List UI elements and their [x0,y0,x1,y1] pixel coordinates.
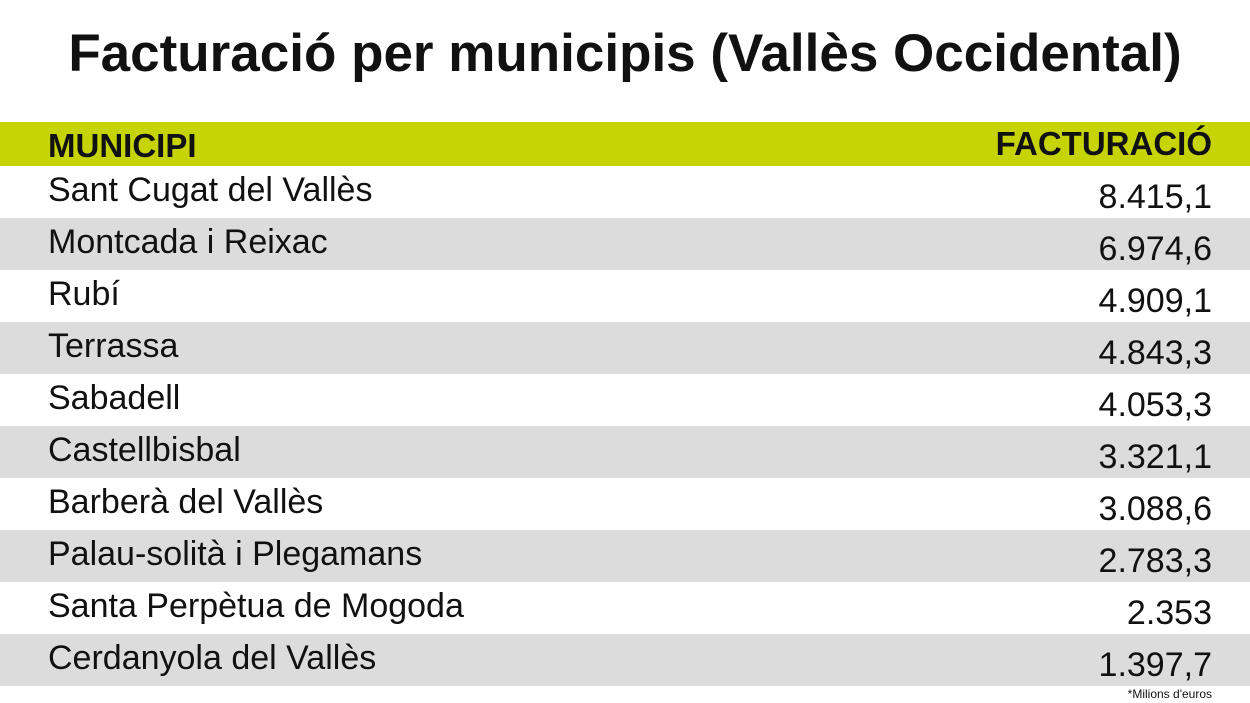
revenue: 2.353 [1126,594,1212,632]
revenue: 6.974,6 [1098,230,1212,268]
table-row: Sabadell 4.053,3 [0,374,1250,426]
municipality: Rubí [48,275,120,313]
title: Facturació per municipis (Vallès Occiden… [68,24,1182,83]
column-header: FACTURACIÓ [995,125,1212,162]
table-row: Terrassa 4.843,3 [0,322,1250,374]
table-row: Santa Perpètua de Mogoda 2.353 [0,582,1250,634]
municipality: Terrassa [48,327,179,365]
revenue: 4.909,1 [1098,282,1212,320]
revenue: 4.843,3 [1098,334,1212,372]
table-row: Cerdanyola del Vallès 1.397,7 [0,634,1250,686]
table-row: Palau-solità i Plegamans 2.783,3 [0,530,1250,582]
municipality: Santa Perpètua de Mogoda [48,587,464,625]
revenue: 3.088,6 [1098,490,1212,528]
municipality: Castellbisbal [48,431,241,469]
revenue: 2.783,3 [1098,542,1212,580]
table-row: Sant Cugat del Vallès 8.415,1 [0,166,1250,218]
table: MUNICIPI FACTURACIÓ Sant Cugat del Vallè… [0,122,1250,686]
revenue: 3.321,1 [1098,438,1212,476]
municipality: Montcada i Reixac [48,223,328,261]
revenue: 4.053,3 [1098,386,1212,424]
table-row: Rubí 4.909,1 [0,270,1250,322]
table-header: MUNICIPI FACTURACIÓ [0,122,1250,166]
municipality: Palau-solità i Plegamans [48,535,423,573]
revenue: 1.397,7 [1098,646,1212,684]
column-header: MUNICIPI [48,127,197,164]
table-row: Barberà del Vallès 3.088,6 [0,478,1250,530]
municipality: Cerdanyola del Vallès [48,639,377,677]
footnote: *Milions d'euros [1127,687,1212,701]
municipality: Sabadell [48,379,181,417]
municipality: Barberà del Vallès [48,483,324,521]
table-row: Castellbisbal 3.321,1 [0,426,1250,478]
table-row: Montcada i Reixac 6.974,6 [0,218,1250,270]
municipality: Sant Cugat del Vallès [48,171,373,209]
revenue: 8.415,1 [1098,178,1212,216]
